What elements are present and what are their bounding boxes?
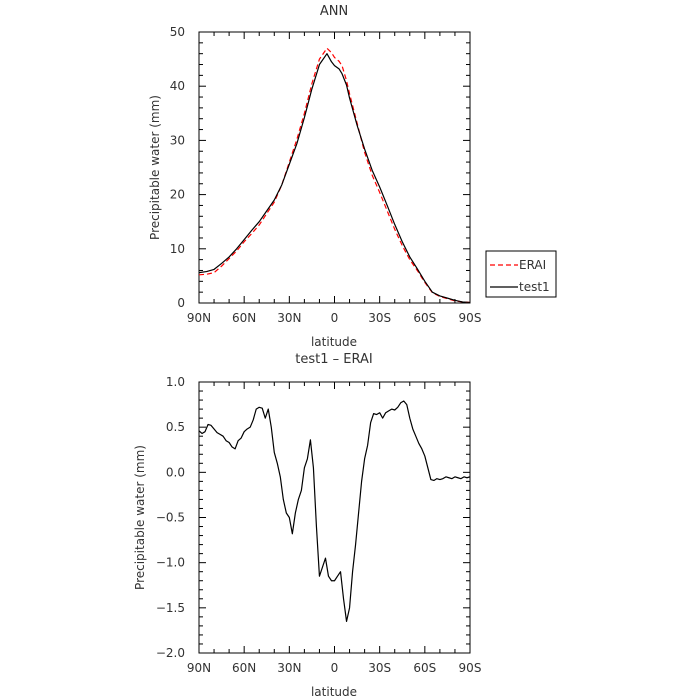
top-y-tick-label: 0 [177,296,185,310]
legend-box [485,250,557,298]
bottom-axis-ticks: 90N 60N 30N 0 30S 60S 90S −2.0 −1.5 −1.0 −0.5 0.0 0.… [156,375,482,675]
top-x-tick-label: 30N [277,311,301,325]
top-y-tick-label: 50 [170,25,185,39]
top-y-tick-label: 40 [170,79,185,93]
bottom-y-tick-label: −0.5 [156,511,185,525]
bottom-title: test1 – ERAI [295,352,372,367]
top-y-tick-label: 30 [170,133,185,147]
bottom-y-tick-label: 0.5 [166,420,185,434]
top-title: ANN [320,4,348,19]
bottom-x-tick-label: 90S [459,661,482,675]
top-x-tick-label: 60S [413,311,436,325]
top-x-tick-label: 30S [368,311,391,325]
bottom-y-tick-label: 1.0 [166,375,185,389]
bottom-x-tick-label: 0 [331,661,339,675]
top-plot-frame [198,31,471,304]
top-series-line-test1 [198,53,471,304]
bottom-x-tick-label: 60N [232,661,256,675]
top-x-axis-label: latitude [311,335,357,349]
bottom-y-axis-label: Precipitable water (mm) [133,445,147,590]
top-x-tick-label: 90S [459,311,482,325]
panel-bottom: test1 – ERAI 90N 60N 30N 0 30S 60S 90S −2.0 −1.5… [133,352,481,699]
legend: ERAI test1 [485,250,557,298]
top-x-tick-label: 90N [187,311,211,325]
top-series-group [198,47,471,304]
bottom-series-group [198,400,471,622]
top-y-tick-label: 10 [170,242,185,256]
bottom-y-tick-label: −1.5 [156,601,185,615]
bottom-y-tick-label: −2.0 [156,646,185,660]
bottom-x-tick-label: 30S [368,661,391,675]
bottom-series-line-diff [198,400,471,622]
top-axis-ticks: 90N 60N 30N 0 30S 60S 90S 0 10 20 30 40 50 [170,25,482,325]
top-y-axis-label: Precipitable water (mm) [148,95,162,240]
bottom-x-tick-label: 30N [277,661,301,675]
top-x-tick-label: 60N [232,311,256,325]
bottom-y-tick-label: 0.0 [166,465,185,479]
bottom-x-tick-label: 60S [413,661,436,675]
top-series-line-erai [198,47,471,304]
legend-label-test1: test1 [519,280,550,294]
bottom-y-tick-label: −1.0 [156,556,185,570]
bottom-plot-frame [198,381,471,654]
top-y-tick-label: 20 [170,188,185,202]
panel-top: ANN 90N 60N 30N 0 30S 60S 90S 0 10 20 30 40 50 latit… [148,4,557,349]
top-x-tick-label: 0 [331,311,339,325]
bottom-x-axis-label: latitude [311,685,357,699]
bottom-x-tick-label: 90N [187,661,211,675]
legend-label-erai: ERAI [519,258,546,272]
